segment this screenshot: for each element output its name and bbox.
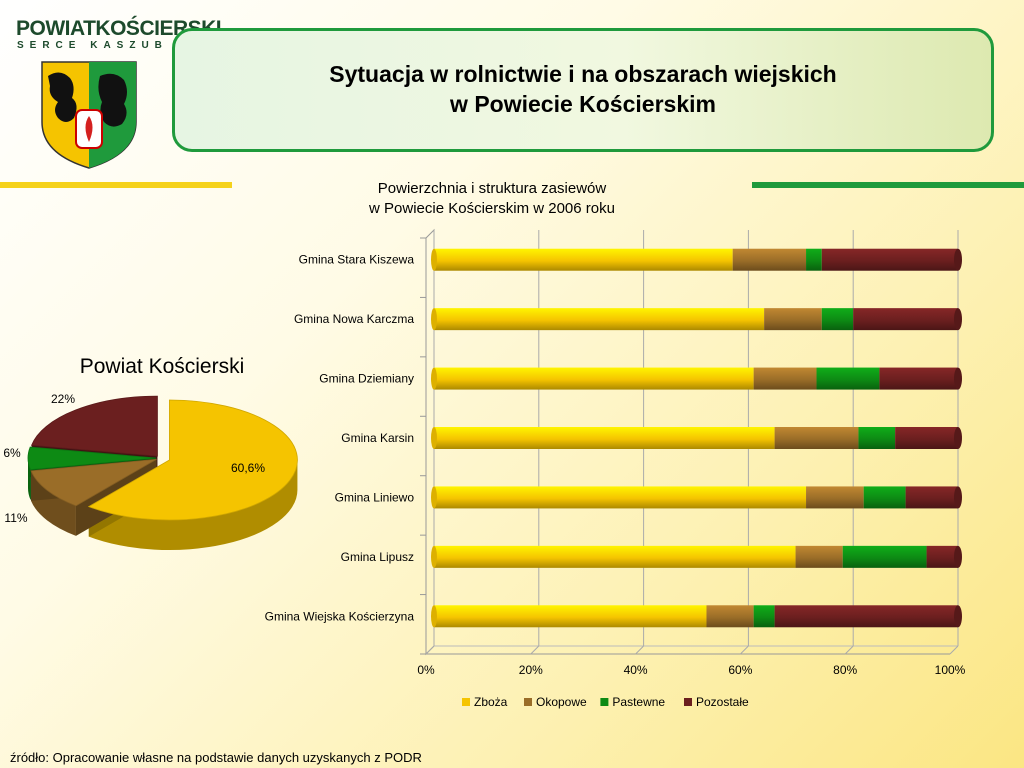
page-title-line2: w Powiecie Kościerskim <box>450 91 716 117</box>
x-tick-label: 80% <box>833 663 857 677</box>
category-label: Gmina Lipusz <box>341 550 414 564</box>
bar-cap <box>954 248 962 271</box>
legend-swatch <box>600 698 609 706</box>
bar-segment-Okopowe <box>732 248 807 271</box>
bar-cap <box>954 367 962 390</box>
bar-cap <box>954 545 962 568</box>
stacked-bar-chart: 0% 20% 40% 60% 80% 100% Gmina Stara Kiszewa Gmi… <box>265 228 966 709</box>
bar-segment-Pastewne <box>821 308 854 331</box>
bar-segment-Okopowe <box>753 367 817 390</box>
pie-title: Powiat Kościerski <box>80 355 245 378</box>
legend-label: Pastewne <box>612 695 665 709</box>
bar-segment-Okopowe <box>795 545 843 568</box>
bar-segment-Pozostałe <box>853 308 958 331</box>
bar-segment-Pastewne <box>863 486 906 509</box>
bar-segment-Pastewne <box>842 545 927 568</box>
logo <box>12 14 172 174</box>
legend-swatch <box>684 698 692 706</box>
bar-cap <box>431 486 437 509</box>
chart-title-line1: Powierzchnia i struktura zasiewów <box>377 180 607 197</box>
bar-cap <box>431 545 437 568</box>
bar-segment-Zboża <box>434 248 733 271</box>
category-label: Gmina Wiejska Kościerzyna <box>265 609 415 623</box>
category-label: Gmina Stara Kiszewa <box>299 253 415 267</box>
x-tick-label: 60% <box>728 663 752 677</box>
category-label: Gmina Karsin <box>341 431 414 445</box>
legend-item: Zboża <box>462 695 508 709</box>
bar-segment-Okopowe <box>774 427 859 449</box>
bar-segment-Zboża <box>434 545 796 568</box>
bar-cap <box>954 308 962 331</box>
bar-segment-Pozostałe <box>926 545 958 568</box>
legend-item: Pozostałe <box>684 695 749 709</box>
bar-segment-Zboża <box>434 486 807 509</box>
legend-label: Pozostałe <box>696 695 749 709</box>
bar-segment-Pastewne <box>816 367 880 390</box>
logo-subtext: SERCE KASZUB <box>17 40 168 51</box>
pie-data-label: 6% <box>3 446 21 460</box>
x-tick-label: 0% <box>417 663 435 677</box>
bar-segment-Pozostałe <box>879 367 958 390</box>
bar-cap <box>431 605 437 628</box>
logo-text: POWIATKOŚCIERSKI <box>16 17 222 40</box>
pie-data-label: 11% <box>4 511 27 525</box>
page-title-line1: Sytuacja w rolnictwie i na obszarach wie… <box>329 61 837 88</box>
legend-item: Pastewne <box>600 695 665 709</box>
pie-slice <box>27 446 157 471</box>
pie-data-label: 60,6% <box>231 461 265 475</box>
source-note: źródło: Opracowanie własne na podstawie … <box>10 750 422 765</box>
pie-slice <box>31 395 158 457</box>
bar-segment-Pastewne <box>858 427 896 449</box>
bar-segment-Pozostałe <box>774 605 958 628</box>
bar-segment-Okopowe <box>764 308 822 331</box>
x-tick-label: 20% <box>519 663 543 677</box>
legend-label: Okopowe <box>536 695 587 709</box>
coat-of-arms-icon <box>41 61 137 169</box>
yellow-divider <box>0 182 232 188</box>
chart-title: Powierzchnia i struktura zasiewów w Powi… <box>300 179 684 218</box>
bar-segment-Okopowe <box>706 605 754 628</box>
bar-segment-Zboża <box>434 605 707 628</box>
legend-label: Zboża <box>474 695 508 709</box>
bar-cap <box>431 308 437 331</box>
bar-segment-Zboża <box>434 308 765 331</box>
category-label: Gmina Nowa Karczma <box>294 312 414 326</box>
bar-segment-Pozostałe <box>821 248 958 271</box>
bar-segment-Zboża <box>434 427 775 449</box>
bar-cap <box>431 248 437 271</box>
bar-cap <box>431 427 437 449</box>
title-box: Sytuacja w rolnictwie i na obszarach wie… <box>172 28 994 152</box>
bar-segment-Pozostałe <box>895 427 958 449</box>
pie-data-label: 22% <box>51 392 75 406</box>
bar-segment-Zboża <box>434 367 754 390</box>
category-label: Gmina Liniewo <box>335 490 415 504</box>
bar-segment-Okopowe <box>806 486 864 509</box>
bar-segment-Pastewne <box>806 248 822 271</box>
bar-cap <box>954 605 962 628</box>
bar-cap <box>954 486 962 509</box>
x-tick-label: 40% <box>624 663 648 677</box>
x-tick-label: 100% <box>935 663 966 677</box>
legend-swatch <box>462 698 470 706</box>
category-label: Gmina Dziemiany <box>319 372 414 386</box>
chart-title-line2: w Powiecie Kościerskim w 2006 roku <box>369 199 615 217</box>
pie-chart: Powiat Kościerski 60,6% 11% 6% 22% <box>3 355 298 551</box>
bar-cap <box>431 367 437 390</box>
pie-slice <box>87 399 298 521</box>
legend-item: Okopowe <box>524 695 587 709</box>
pie-slice <box>30 458 157 507</box>
bar-segment-Pastewne <box>753 605 775 628</box>
bar-cap <box>954 427 962 449</box>
green-divider <box>752 182 1024 188</box>
legend-swatch <box>524 698 532 706</box>
bar-segment-Pozostałe <box>905 486 958 509</box>
